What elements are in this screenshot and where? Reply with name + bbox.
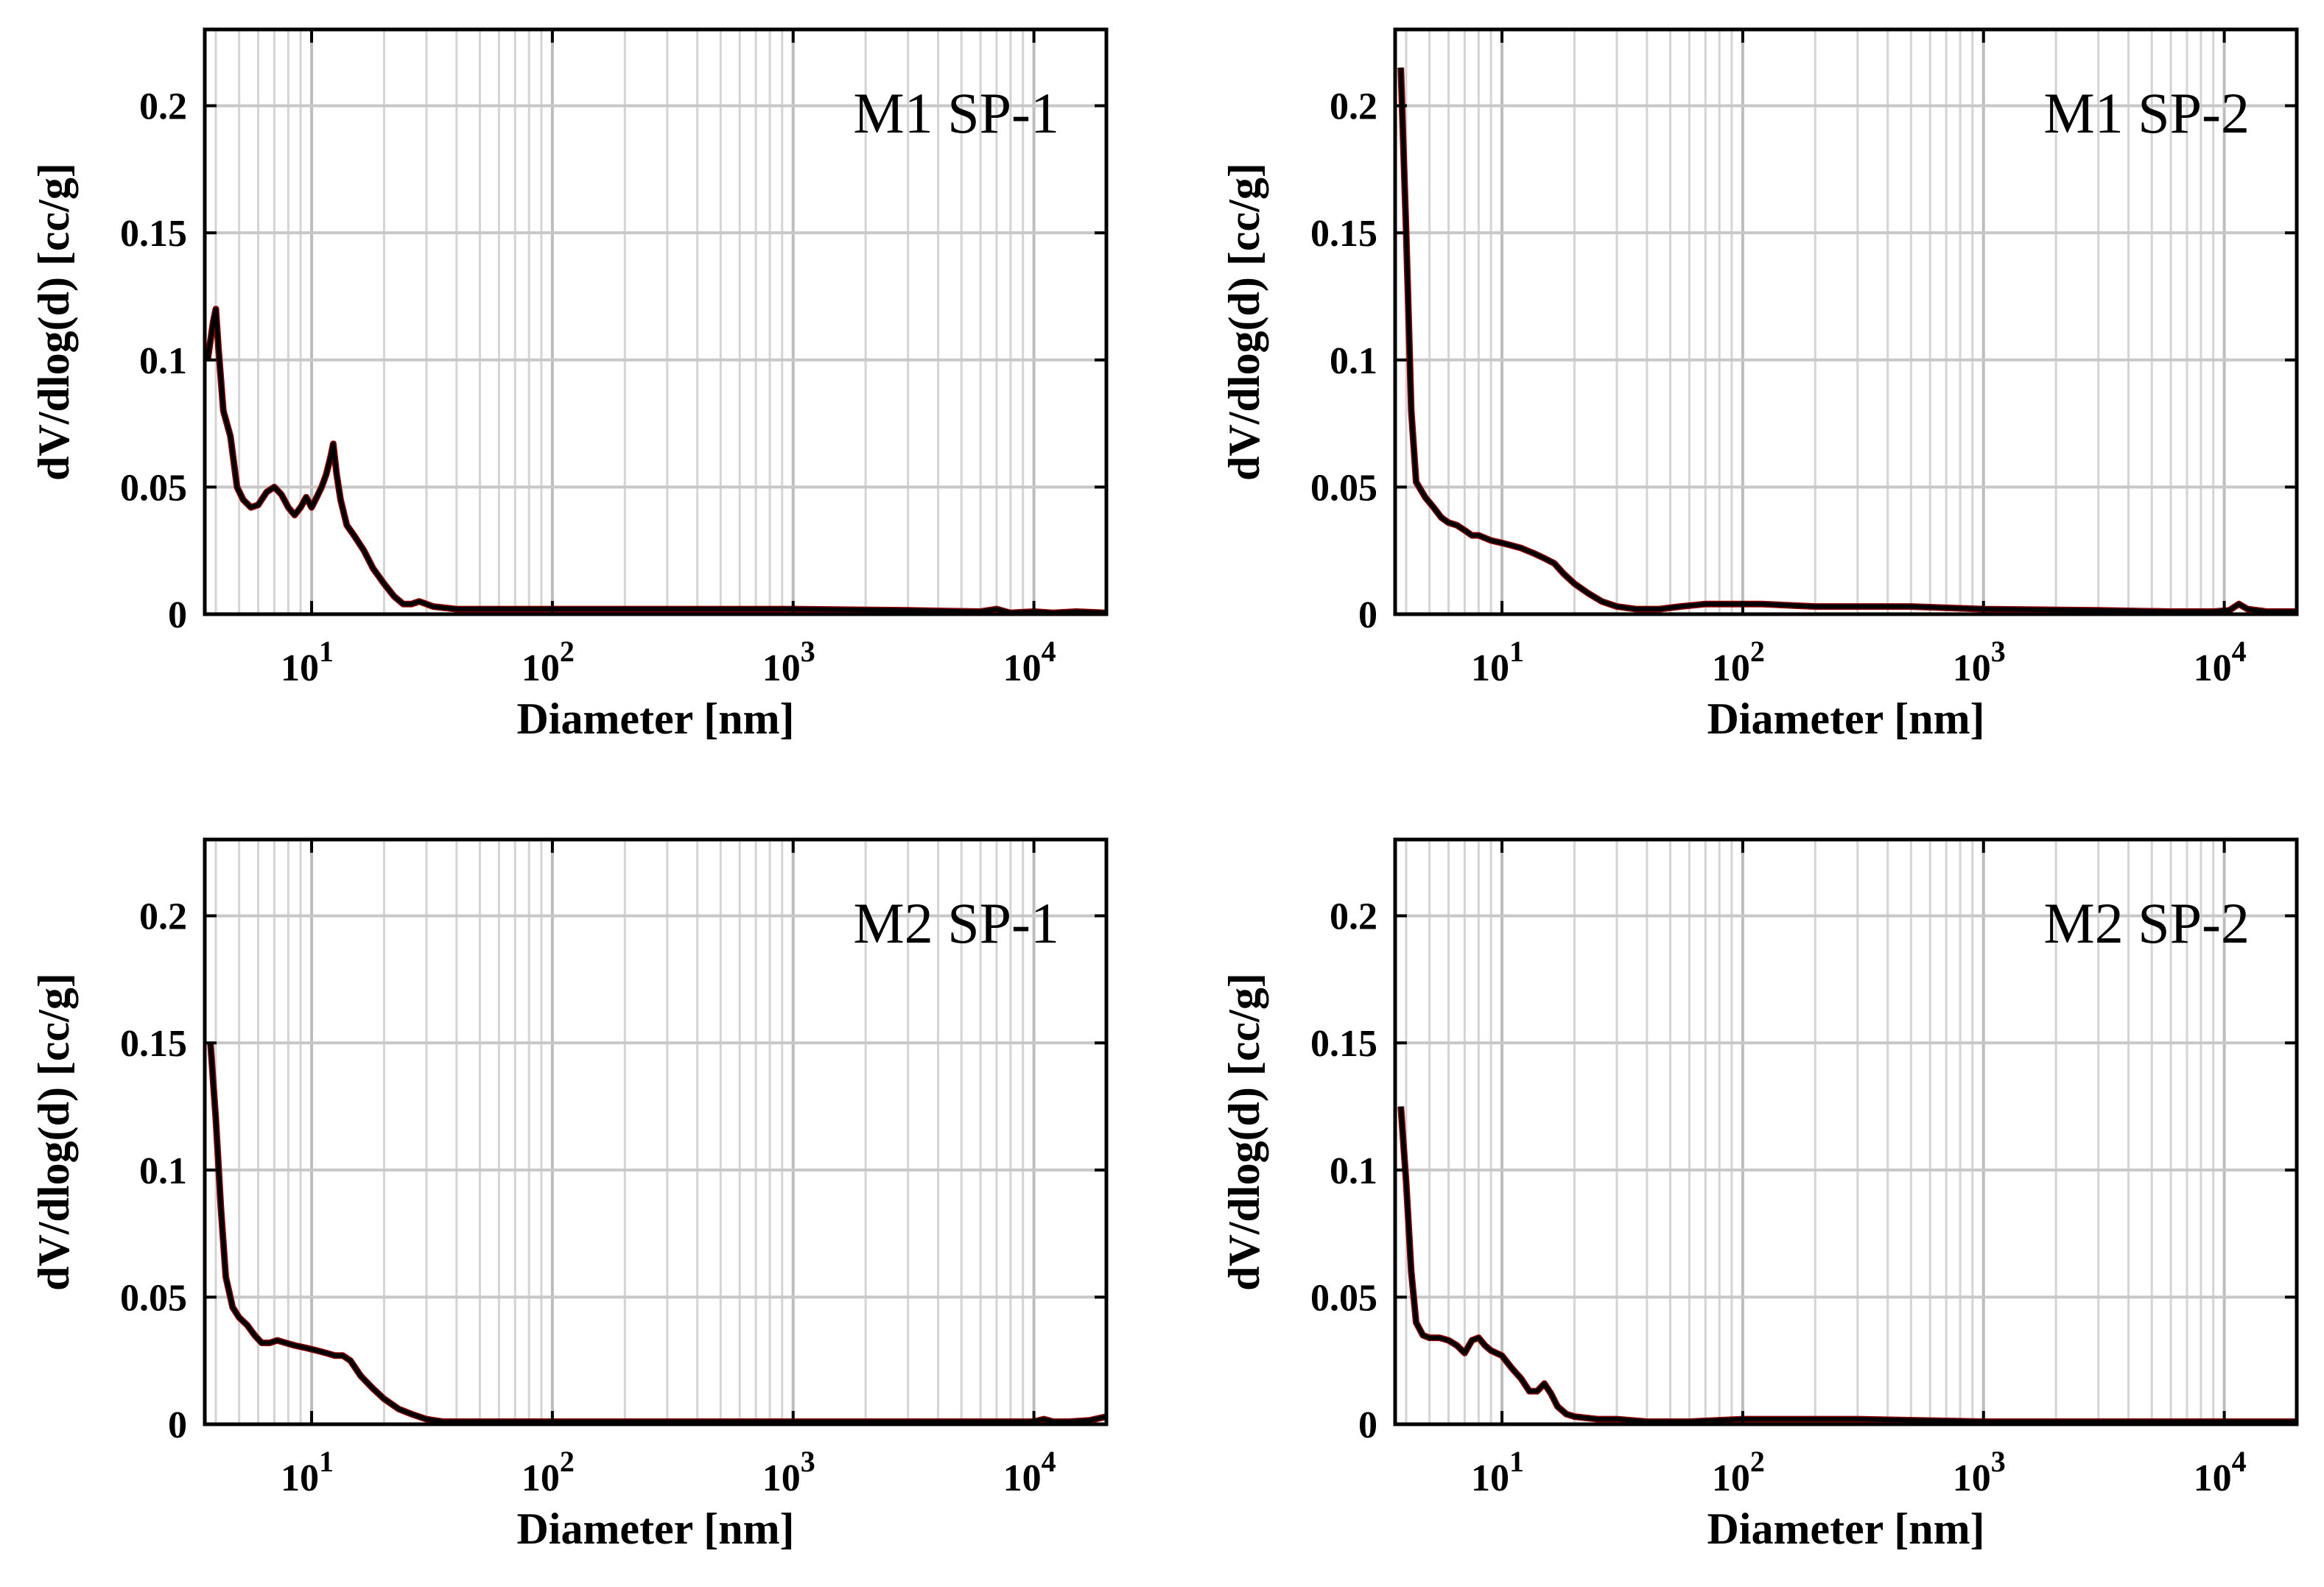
plot-frame	[203, 837, 1109, 1426]
panel-title: M1 SP-1	[853, 81, 1059, 145]
y-axis-label: dV/dlog(d) [cc/g]	[1220, 973, 1268, 1291]
data-line	[1398, 67, 2297, 614]
y-tick-label: 0	[168, 594, 187, 636]
y-tick-label: 0.05	[1310, 467, 1377, 509]
x-tick-label: 103	[762, 635, 815, 689]
y-tick-label: 0.15	[1310, 213, 1377, 255]
y-tick-label: 0	[1358, 1404, 1377, 1446]
x-tick-label: 104	[2194, 635, 2247, 689]
x-tick-label: 101	[281, 635, 334, 689]
y-tick-label: 0.1	[1330, 1150, 1377, 1192]
x-tick-label: 102	[522, 1445, 575, 1499]
y-tick-label: 0.1	[1330, 340, 1377, 382]
plot-area	[205, 29, 1106, 614]
data-line	[208, 1042, 1106, 1424]
x-tick-label: 103	[1953, 635, 2006, 689]
y-tick-label: 0.15	[120, 1023, 187, 1065]
plot-frame	[203, 27, 1109, 616]
gridlines	[205, 29, 1106, 614]
y-tick-label: 0.15	[120, 213, 187, 255]
gridlines	[1395, 840, 2297, 1424]
chart-panel-1: 0 0.05 0.1 0.15 0.2 101 102 103 104 Diameter [nm]…	[29, 27, 1109, 743]
y-tick-label: 0.05	[120, 1277, 187, 1319]
y-tick-label: 0.15	[1310, 1023, 1377, 1065]
x-tick-label: 101	[1471, 635, 1524, 689]
chart-panel-3: 0 0.05 0.1 0.15 0.2 101 102 103 104 Diameter [nm]…	[29, 837, 1109, 1553]
x-tick-label: 102	[1712, 635, 1765, 689]
y-axis-label: dV/dlog(d) [cc/g]	[29, 973, 78, 1291]
y-tick-label: 0	[1358, 594, 1377, 636]
x-tick-label: 104	[1003, 635, 1056, 689]
plot-area	[1395, 840, 2297, 1424]
y-tick-label: 0.2	[1330, 86, 1377, 128]
x-axis-label: Diameter [nm]	[1707, 1505, 1984, 1553]
gridlines	[205, 840, 1106, 1424]
x-tick-label: 104	[2194, 1445, 2247, 1499]
plot-frame	[1393, 837, 2299, 1426]
y-tick-label: 0.05	[1310, 1277, 1377, 1319]
y-tick-label: 0.1	[139, 1150, 187, 1192]
plot-area	[205, 840, 1106, 1424]
panel-title: M2 SP-2	[2043, 891, 2250, 955]
x-tick-label: 104	[1003, 1445, 1056, 1499]
y-axis-label: dV/dlog(d) [cc/g]	[29, 163, 78, 481]
panel-title: M2 SP-1	[853, 891, 1059, 955]
panel-title: M1 SP-2	[2043, 81, 2250, 145]
y-axis-label: dV/dlog(d) [cc/g]	[1220, 163, 1268, 481]
y-tick-label: 0.1	[139, 340, 187, 382]
x-axis-label: Diameter [nm]	[1707, 694, 1984, 743]
chart-panel-4: 0 0.05 0.1 0.15 0.2 101 102 103 104 Diameter [nm]…	[1220, 837, 2299, 1553]
data-line	[1398, 1106, 2297, 1424]
chart-panel-2: 0 0.05 0.1 0.15 0.2 101 102 103 104 Diameter [nm]…	[1220, 27, 2299, 743]
x-tick-label: 102	[1712, 1445, 1765, 1499]
data-line	[205, 306, 1106, 614]
y-tick-label: 0.2	[139, 896, 187, 938]
x-tick-label: 101	[1471, 1445, 1524, 1499]
x-tick-label: 103	[762, 1445, 815, 1499]
x-tick-label: 101	[281, 1445, 334, 1499]
gridlines	[1395, 29, 2297, 614]
x-axis-label: Diameter [nm]	[516, 694, 794, 743]
y-tick-label: 0.2	[1330, 896, 1377, 938]
y-tick-label: 0.2	[139, 86, 187, 128]
plot-frame	[1393, 27, 2299, 616]
plot-area	[1395, 29, 2297, 614]
x-tick-label: 103	[1953, 1445, 2006, 1499]
x-tick-label: 102	[522, 635, 575, 689]
y-tick-label: 0	[168, 1404, 187, 1446]
x-axis-label: Diameter [nm]	[516, 1505, 794, 1553]
y-tick-label: 0.05	[120, 467, 187, 509]
